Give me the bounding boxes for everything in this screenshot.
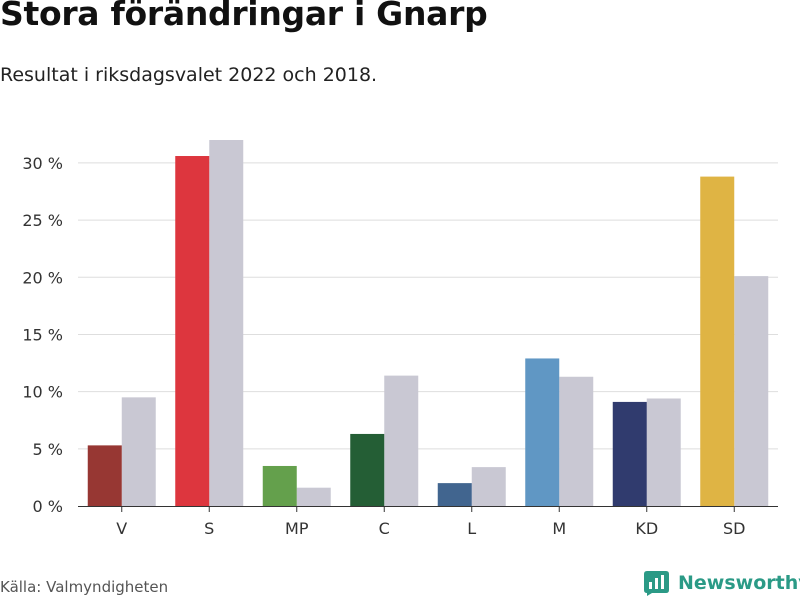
bars — [87, 140, 769, 506]
bar-2018-sd — [734, 276, 769, 506]
y-tick-label: 15 % — [22, 325, 63, 344]
x-tick-label: MP — [285, 519, 309, 538]
chart-subtitle: Resultat i riksdagsvalet 2022 och 2018. — [0, 64, 378, 86]
bar-2022-v — [87, 445, 122, 506]
bar-2022-mp — [262, 465, 297, 506]
x-tick-label: L — [467, 519, 476, 538]
bar-2022-s — [175, 156, 210, 506]
y-tick-label: 30 % — [22, 154, 63, 173]
bar-2022-c — [350, 433, 385, 506]
x-tick-label: M — [552, 519, 566, 538]
x-axis-ticks: V S MP C L M KD SD — [116, 506, 745, 538]
brand-name: Newsworthy — [678, 572, 800, 594]
chart-title: Stora förändringar i Gnarp — [0, 0, 488, 33]
bar-2018-l — [471, 467, 506, 506]
y-tick-label: 25 % — [22, 211, 63, 230]
bar-2022-kd — [612, 401, 647, 506]
bar-2018-kd — [646, 398, 681, 506]
bar-chart-icon — [644, 570, 669, 596]
bar-2018-s — [209, 140, 244, 506]
x-tick-label: C — [379, 519, 390, 538]
y-axis-ticks: 0 % 5 % 10 % 15 % 20 % 25 % 30 % — [22, 154, 63, 516]
y-tick-label: 0 % — [33, 497, 63, 516]
bar-2018-mp — [296, 487, 331, 506]
brand-logo[interactable]: Newsworthy — [644, 568, 800, 598]
x-tick-label: V — [116, 519, 127, 538]
y-tick-label: 5 % — [33, 440, 63, 459]
bar-2018-c — [384, 375, 419, 506]
y-tick-label: 10 % — [22, 383, 63, 402]
bar-2022-sd — [700, 176, 735, 506]
x-tick-label: SD — [723, 519, 745, 538]
y-tick-label: 20 % — [22, 268, 63, 287]
x-tick-label: S — [204, 519, 214, 538]
bar-2018-m — [559, 376, 594, 506]
x-tick-label: KD — [635, 519, 658, 538]
source-note: Källa: Valmyndigheten — [0, 578, 169, 596]
bar-2022-l — [437, 483, 472, 506]
bar-chart: 0 % 5 % 10 % 15 % 20 % 25 % 30 % V S MP C L M KD SD — [22, 140, 778, 538]
bar-2018-v — [121, 397, 156, 506]
bar-2022-m — [525, 358, 560, 506]
